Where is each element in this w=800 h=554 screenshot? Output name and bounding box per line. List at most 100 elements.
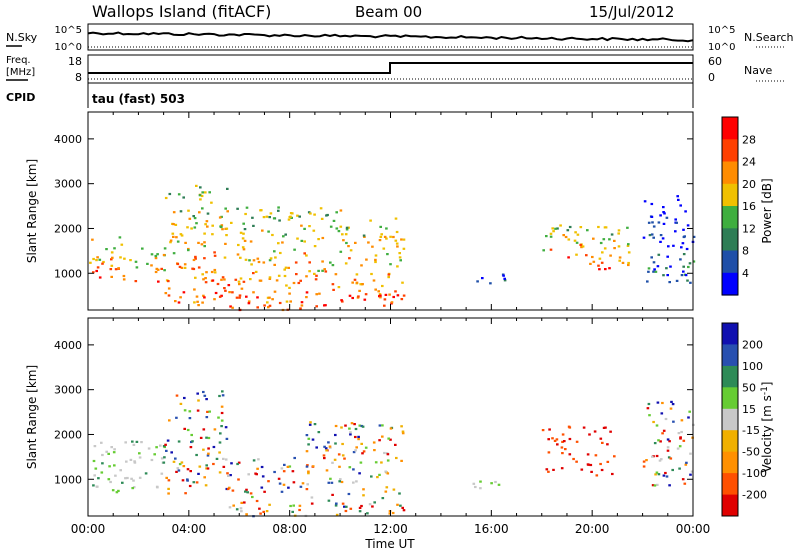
power-echo-cell <box>236 253 240 256</box>
power-echo-cell <box>182 291 186 294</box>
velocity-echo-cell <box>205 467 208 470</box>
velocity-echo-cell <box>582 426 586 429</box>
power-echo-cell <box>268 276 272 279</box>
power-echo-cell <box>315 305 318 308</box>
power-echo-cell <box>197 241 200 244</box>
velocity-echo-cell <box>160 457 164 460</box>
velocity-echo-cell <box>282 470 286 473</box>
power-echo-cell <box>318 292 321 295</box>
velocity-echo-cell <box>334 424 338 428</box>
velocity-echo-cell <box>401 430 405 433</box>
velocity-echo-cell <box>204 484 208 487</box>
power-echo-cell <box>211 279 215 282</box>
velocity-echo-cell <box>337 453 341 456</box>
velocity-echo-cell <box>243 501 246 504</box>
velocity-echo-cell <box>218 451 221 454</box>
velocity-echo-cell <box>178 463 182 466</box>
velocity-echo-cell <box>354 427 358 431</box>
power-echo-cell <box>591 255 594 259</box>
velocity-echo-cell <box>322 454 326 457</box>
power-echo-cell <box>598 268 601 271</box>
velocity-echo-cell <box>101 462 104 465</box>
velocity-echo-cell <box>183 409 187 412</box>
power-echo-cell <box>545 235 548 238</box>
power-echo-cell <box>277 274 281 277</box>
power-echo-cell <box>186 226 189 229</box>
power-echo-cell <box>351 281 354 284</box>
velocity-echo-cell <box>360 442 363 445</box>
power-echo-cell <box>289 300 292 303</box>
power-echo-cell <box>613 239 616 242</box>
velocity-echo-cell <box>362 494 365 497</box>
velocity-echo-cell <box>305 465 309 468</box>
power-echo-cell <box>213 254 217 257</box>
power-echo-cell <box>247 300 251 303</box>
power-echo-cell <box>600 261 604 264</box>
power-echo-cell <box>279 251 282 255</box>
power-echo-cell <box>192 258 196 262</box>
power-echo-cell <box>601 251 604 254</box>
velocity-echo-cell <box>676 447 680 450</box>
power-echo-cell <box>267 230 270 233</box>
velocity-echo-cell <box>155 446 158 449</box>
velocity-echo-cell <box>345 505 348 508</box>
velocity-echo-cell <box>222 465 226 468</box>
colorbar-swatch <box>722 161 738 185</box>
power-echo-cell <box>192 267 196 271</box>
velocity-echo-cell <box>309 421 312 424</box>
power-echo-cell <box>223 256 227 259</box>
velocity-echo-cell <box>138 476 142 479</box>
power-echo-cell <box>92 271 95 274</box>
velocity-echo-cell <box>225 487 229 491</box>
colorbar-tick-label: 100 <box>742 360 763 373</box>
power-echo-cell <box>503 277 506 280</box>
velocity-echo-cell <box>388 512 392 515</box>
power-echo-cell <box>178 265 182 268</box>
velocity-echo-cell <box>690 470 694 473</box>
colorbar-swatch <box>722 494 738 517</box>
power-echo-cell <box>682 270 685 273</box>
velocity-echo-cell <box>352 468 355 471</box>
power-echo-cell <box>105 248 108 251</box>
power-echo-cell <box>271 298 274 301</box>
velocity-echo-cell <box>203 476 206 479</box>
power-echo-cell <box>313 272 316 275</box>
power-echo-cell <box>576 233 580 236</box>
power-echo-cell <box>378 293 382 296</box>
power-echo-cell <box>183 263 187 266</box>
power-echo-cell <box>273 250 276 253</box>
velocity-echo-cell <box>568 426 572 429</box>
y-tick-label: 3000 <box>54 178 82 191</box>
power-echo-cell <box>679 258 682 261</box>
power-echo-cell <box>303 252 306 255</box>
power-echo-cell <box>247 302 251 305</box>
power-echo-cell <box>300 304 304 307</box>
velocity-echo-cell <box>159 444 162 447</box>
power-echo-cell <box>91 238 94 241</box>
power-echo-cell <box>252 224 255 227</box>
power-echo-cell <box>347 245 350 248</box>
velocity-echo-cell <box>479 487 482 490</box>
power-echo-cell <box>110 251 114 254</box>
power-echo-cell <box>259 279 263 282</box>
velocity-echo-cell <box>222 457 225 460</box>
power-echo-cell <box>662 206 665 209</box>
velocity-echo-cell <box>191 440 194 443</box>
power-echo-cell <box>197 304 200 307</box>
power-echo-cell <box>203 296 206 299</box>
velocity-echo-cell <box>372 441 376 444</box>
power-echo-cell <box>109 268 113 271</box>
velocity-echo-cell <box>680 419 684 422</box>
power-echo-cell <box>283 274 287 278</box>
velocity-echo-cell <box>361 425 365 428</box>
velocity-echo-cell <box>541 429 545 432</box>
power-echo-cell <box>122 274 126 278</box>
colorbar-swatch <box>722 430 738 453</box>
velocity-echo-cell <box>678 467 681 470</box>
velocity-echo-cell <box>220 411 224 415</box>
velocity-echo-cell <box>373 501 376 504</box>
power-echo-cell <box>231 306 234 309</box>
y-tick-label: 1000 <box>54 267 82 280</box>
freq-left-label-1: Freq. <box>6 55 31 66</box>
